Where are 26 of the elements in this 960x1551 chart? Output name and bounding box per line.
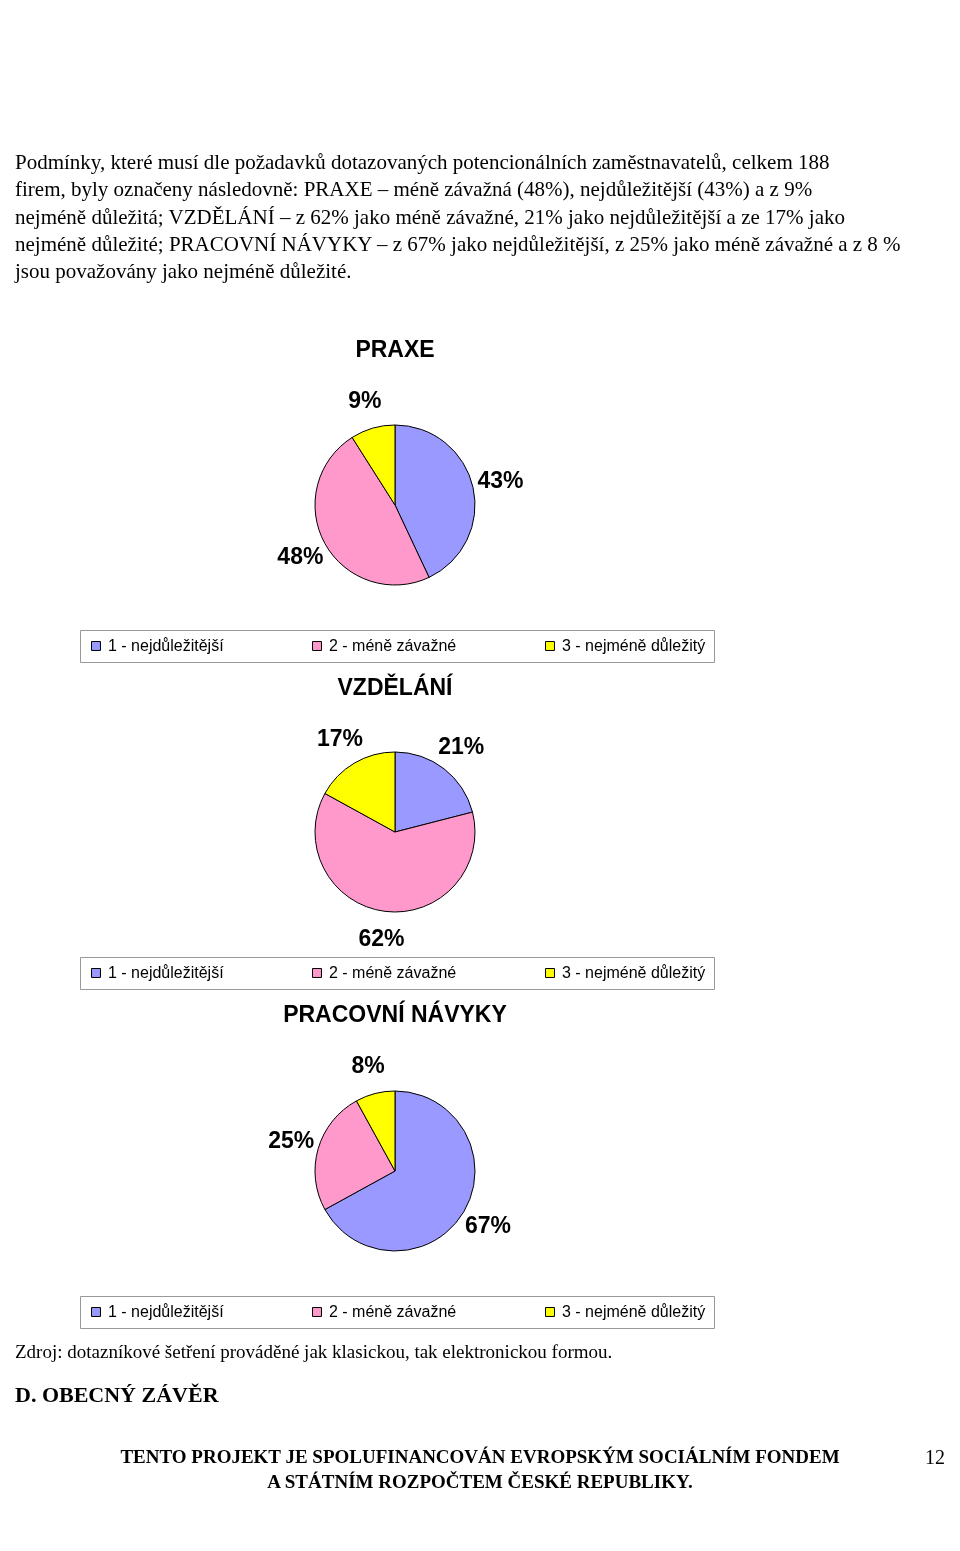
data-label: 8% [351, 1052, 385, 1079]
text: Podmínky, které musí dle požadavků dotazovaných potencionálních zaměstnavatelů, celkem 188 firem, byly označeny následovně: PRAXE – méně závažná (48%), nejdůležitější (43%) a z 9% nejméně důležitá; VZDĚLÁNÍ – z 62% jako méně závažné, 21% jako nejdůležitější a ze 17% jako nejméně důležité; PRACOVNÍ NÁVYKY – z 67% jako nejdůležitější, z 25% jako méně závažné a z 8 % jsou považovány jako nejméně důležité. [14, 150, 901, 284]
legend-label: 1 - nejdůležitější [108, 637, 225, 654]
legend-label: 2 - méně závažné [329, 964, 457, 981]
data-label: 25% [268, 1126, 315, 1153]
data-label: 67% [464, 1211, 511, 1238]
legend-label: 3 - nejméně důležitý [562, 964, 706, 981]
data-label: 62% [358, 925, 405, 952]
chart-title: PRACOVNÍ NÁVYKY [283, 1000, 507, 1028]
legend-label: 3 - nejméně důležitý [562, 637, 706, 654]
data-label: 43% [477, 467, 524, 494]
legend-label: 1 - nejdůležitější [108, 1303, 225, 1320]
chart-title: VZDĚLÁNÍ [337, 673, 454, 701]
data-label: 9% [348, 387, 382, 414]
chart-title: PRAXE [355, 336, 435, 363]
data-label: 21% [438, 732, 485, 759]
legend-label: 1 - nejdůležitější [108, 964, 225, 981]
data-label: 17% [317, 725, 364, 752]
text: 12 [925, 1446, 945, 1468]
text: TENTO PROJEKT JE SPOLUFINANCOVÁN EVROPSKÝM SOCIÁLNÍM FONDEM A STÁTNÍM ROZPOČTEM ČESKÉ REPUBLIKY. [120, 1446, 840, 1492]
legend-label: 2 - méně závažné [329, 637, 457, 654]
data-label: 48% [277, 543, 324, 570]
text: D. OBECNÝ ZÁVĚR [15, 1382, 220, 1407]
text: Zdroj: dotazníkové šetření prováděné jak klasickou, tak elektronickou formou. [15, 1341, 613, 1362]
legend-label: 2 - méně závažné [329, 1303, 457, 1320]
legend-label: 3 - nejméně důležitý [562, 1303, 706, 1320]
